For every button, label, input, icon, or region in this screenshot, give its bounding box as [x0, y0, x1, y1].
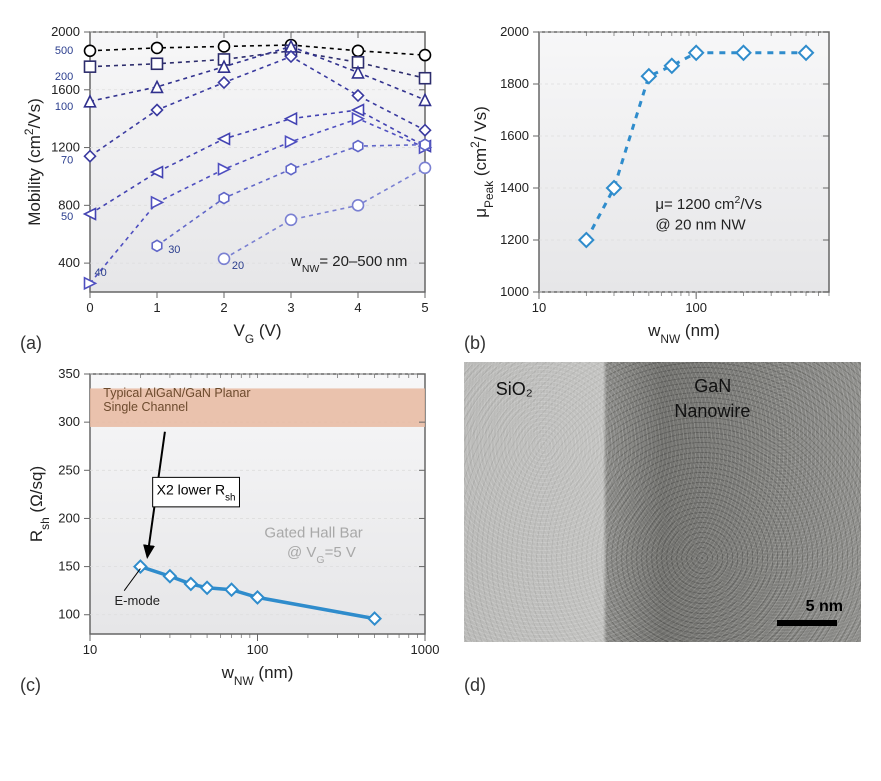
svg-text:wNW (nm): wNW (nm): [647, 321, 720, 346]
tem-micrograph: SiO₂ GaN Nanowire 5 nm: [464, 362, 861, 642]
svg-text:100: 100: [55, 101, 73, 113]
svg-text:300: 300: [58, 414, 80, 429]
svg-text:1000: 1000: [411, 642, 440, 657]
svg-text:Typical AlGaN/GaN Planar: Typical AlGaN/GaN Planar: [103, 386, 250, 400]
svg-text:0: 0: [86, 300, 93, 315]
svg-text:1200: 1200: [51, 140, 80, 155]
svg-text:350: 350: [58, 366, 80, 381]
figure-grid: 012345400800120016002000VG (V)Mobility (…: [20, 20, 861, 692]
svg-text:1400: 1400: [500, 180, 529, 195]
svg-text:μ= 1200 cm2/Vs: μ= 1200 cm2/Vs: [655, 194, 762, 213]
svg-text:250: 250: [58, 462, 80, 477]
tem-label-sio2: SiO₂: [496, 379, 533, 400]
svg-text:1200: 1200: [500, 232, 529, 247]
svg-text:70: 70: [61, 155, 73, 167]
svg-text:150: 150: [58, 559, 80, 574]
svg-text:1600: 1600: [500, 128, 529, 143]
tem-label-gan-2: Nanowire: [674, 401, 750, 422]
svg-text:Single Channel: Single Channel: [103, 400, 188, 414]
svg-text:wNW (nm): wNW (nm): [221, 663, 294, 688]
svg-text:VG (V): VG (V): [234, 321, 282, 346]
svg-text:500: 500: [55, 45, 73, 57]
svg-text:10: 10: [83, 642, 97, 657]
svg-text:Mobility (cm2/Vs): Mobility (cm2/Vs): [22, 98, 44, 226]
panel-a-svg: 012345400800120016002000VG (V)Mobility (…: [20, 20, 440, 350]
svg-text:4: 4: [354, 300, 361, 315]
svg-text:E-mode: E-mode: [114, 593, 160, 608]
svg-text:3: 3: [287, 300, 294, 315]
svg-text:100: 100: [685, 300, 707, 315]
panel-a: 012345400800120016002000VG (V)Mobility (…: [20, 20, 440, 350]
svg-text:40: 40: [95, 267, 107, 279]
svg-text:@ 20 nm NW: @ 20 nm NW: [655, 217, 746, 234]
svg-text:100: 100: [58, 607, 80, 622]
svg-text:5: 5: [421, 300, 428, 315]
svg-text:Gated Hall Bar: Gated Hall Bar: [264, 525, 362, 542]
panel-a-label: (a): [20, 333, 42, 354]
svg-text:2000: 2000: [500, 24, 529, 39]
svg-text:20: 20: [232, 260, 244, 272]
svg-text:50: 50: [61, 211, 73, 223]
svg-text:400: 400: [58, 255, 80, 270]
tem-label-gan-1: GaN: [694, 376, 731, 397]
panel-b-svg: 10 100 1000 1200 1400 1600 1800 2000 wNW (nm) μPe…: [464, 20, 844, 350]
scale-bar-label: 5 nm: [806, 598, 843, 616]
svg-text:200: 200: [55, 71, 73, 83]
svg-text:10: 10: [532, 300, 546, 315]
svg-text:1600: 1600: [51, 82, 80, 97]
panel-d-label: (d): [464, 675, 486, 696]
panel-b: 10 100 1000 1200 1400 1600 1800 2000 wNW (nm) μPe…: [464, 20, 861, 350]
svg-text:1: 1: [153, 300, 160, 315]
svg-text:100: 100: [247, 642, 269, 657]
svg-text:1000: 1000: [500, 284, 529, 299]
panel-c-label: (c): [20, 675, 41, 696]
panel-d: SiO₂ GaN Nanowire 5 nm (d): [464, 362, 861, 692]
svg-text:1800: 1800: [500, 76, 529, 91]
svg-text:200: 200: [58, 510, 80, 525]
panel-c-svg: Typical AlGaN/GaN PlanarSingle Channel 10…: [20, 362, 440, 692]
svg-text:μPeak (cm2/ Vs): μPeak (cm2/ Vs): [468, 106, 496, 218]
svg-text:2: 2: [220, 300, 227, 315]
panel-c: Typical AlGaN/GaN PlanarSingle Channel 10…: [20, 362, 440, 692]
svg-text:Rsh (Ω/sq): Rsh (Ω/sq): [27, 466, 52, 542]
svg-text:30: 30: [168, 244, 180, 256]
svg-text:2000: 2000: [51, 24, 80, 39]
panel-b-label: (b): [464, 333, 486, 354]
scale-bar: [777, 620, 837, 626]
